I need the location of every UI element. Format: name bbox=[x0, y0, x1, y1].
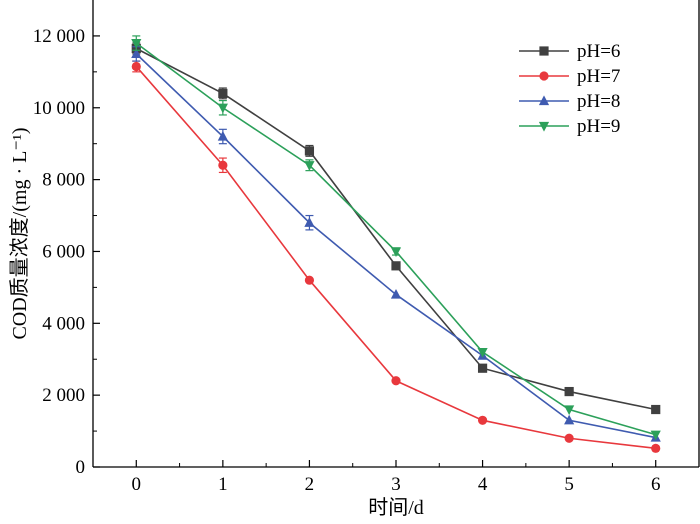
data-point bbox=[217, 130, 228, 141]
x-tick-label: 3 bbox=[391, 474, 401, 495]
data-point bbox=[304, 161, 315, 171]
y-tick-label: 10 000 bbox=[33, 98, 85, 119]
data-point bbox=[218, 160, 228, 170]
data-point bbox=[651, 404, 661, 415]
legend-item: pH=8 bbox=[519, 91, 620, 112]
data-point bbox=[131, 48, 142, 58]
data-point bbox=[304, 217, 315, 227]
data-point bbox=[477, 363, 488, 373]
data-point bbox=[564, 414, 575, 425]
data-point bbox=[477, 415, 488, 425]
data-point bbox=[218, 88, 228, 98]
data-point bbox=[131, 61, 141, 72]
y-tick-label: 4 000 bbox=[42, 313, 85, 334]
data-point bbox=[390, 247, 402, 258]
legend-item: pH=7 bbox=[519, 66, 620, 87]
x-tick-label: 5 bbox=[564, 474, 574, 495]
data-point bbox=[391, 261, 401, 271]
legend-marker bbox=[539, 71, 549, 81]
y-tick-label: 6 000 bbox=[42, 241, 85, 262]
legend-label: pH=9 bbox=[577, 116, 620, 137]
legend-marker bbox=[538, 95, 550, 106]
series-layer bbox=[131, 35, 661, 453]
data-point bbox=[650, 430, 661, 441]
x-tick-label: 0 bbox=[132, 474, 142, 495]
y-tick-label: 2 000 bbox=[42, 385, 85, 406]
data-point bbox=[477, 347, 488, 358]
y-tick-label: 8 000 bbox=[42, 170, 85, 191]
y-tick-label: 12 000 bbox=[33, 26, 85, 47]
legend-label: pH=6 bbox=[577, 41, 620, 62]
legend-item: pH=9 bbox=[519, 116, 620, 137]
data-point bbox=[564, 386, 574, 397]
data-point bbox=[564, 405, 575, 416]
legend-marker bbox=[539, 46, 549, 56]
y-axis-title: COD质量浓度/(mg · L⁻¹) bbox=[8, 127, 31, 339]
data-point bbox=[651, 443, 661, 453]
axes: 0 2 000 4 000 6 000 8 000 10 000 12 000 0 1 2 3 4 5 6 bbox=[33, 0, 700, 495]
data-point bbox=[217, 103, 228, 114]
series-ph-7 bbox=[131, 60, 661, 453]
legend-label: pH=8 bbox=[577, 91, 620, 112]
x-tick-label: 6 bbox=[651, 474, 661, 495]
data-point bbox=[304, 146, 315, 156]
legend-marker bbox=[538, 121, 550, 132]
y-tick-label: 0 bbox=[76, 457, 86, 478]
x-tick-label: 1 bbox=[218, 474, 228, 495]
legend-label: pH=7 bbox=[577, 66, 620, 87]
x-axis-title: 时间/d bbox=[368, 496, 424, 519]
x-tick-label: 2 bbox=[305, 474, 315, 495]
x-tick-label: 4 bbox=[478, 474, 488, 495]
data-point bbox=[564, 433, 574, 443]
data-point bbox=[390, 288, 402, 299]
data-point bbox=[304, 275, 315, 285]
legend: pH=6 pH=7 pH=8 pH=9 bbox=[519, 41, 620, 137]
legend-item: pH=6 bbox=[519, 41, 620, 62]
data-point bbox=[391, 376, 401, 386]
series-ph-9 bbox=[131, 35, 661, 441]
data-point bbox=[131, 39, 142, 49]
